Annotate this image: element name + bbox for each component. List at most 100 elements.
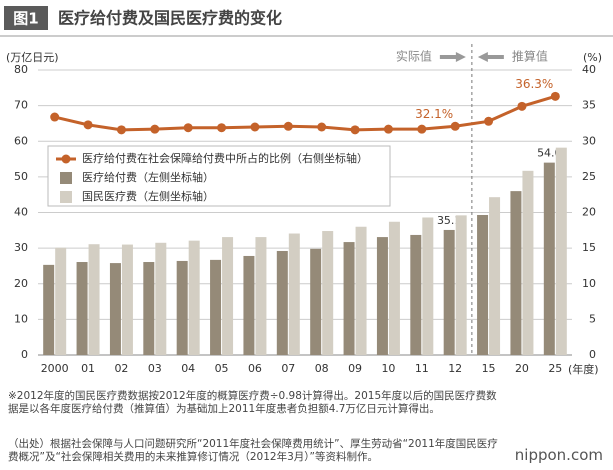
legend-box	[47, 145, 391, 207]
notes: ※2012年度的国民医疗费数据按2012年度的概算医疗费÷0.98计算得出。20…	[8, 390, 497, 415]
bar	[55, 247, 67, 355]
bar	[489, 197, 501, 355]
bar	[355, 226, 367, 355]
y-tick-label: 40	[14, 206, 28, 219]
y2-axis-label: (%)	[583, 51, 602, 64]
bar	[288, 233, 300, 355]
bar	[155, 242, 167, 355]
arrow	[439, 52, 466, 62]
bar	[322, 231, 334, 355]
y2-tick-label: 0	[589, 348, 596, 361]
bar	[76, 262, 88, 355]
line-marker	[116, 125, 126, 135]
bar	[88, 244, 100, 355]
y2-tick-label: 35	[582, 99, 596, 112]
bar	[343, 242, 355, 355]
title-tag-box	[4, 6, 48, 30]
arrow	[477, 52, 504, 62]
y-tick-label: 60	[14, 134, 28, 147]
x-tick-label: 03	[148, 362, 162, 375]
bar	[210, 259, 222, 355]
bar	[443, 229, 455, 355]
x-axis-label: (年度)	[568, 362, 599, 376]
annotation: 推算值	[512, 49, 548, 64]
line-marker	[317, 122, 327, 132]
line-marker	[450, 121, 460, 131]
bar	[455, 215, 467, 355]
y-tick-label: 0	[21, 348, 28, 361]
bar	[143, 262, 155, 355]
line-marker	[550, 91, 560, 101]
x-tick-label: 05	[215, 362, 229, 375]
bar	[388, 221, 400, 355]
y-tick-label: 20	[14, 277, 28, 290]
x-tick-label: 10	[381, 362, 395, 375]
x-tick-label: 25	[548, 362, 562, 375]
y2-tick-label: 40	[582, 63, 596, 76]
x-tick-label: 11	[415, 362, 429, 375]
bar	[188, 240, 200, 355]
bar	[555, 147, 567, 355]
line-marker	[484, 116, 494, 126]
y2-tick-label: 20	[582, 206, 596, 219]
title-tag: 图1	[13, 10, 38, 28]
y2-tick-label: 10	[582, 277, 596, 290]
bar	[310, 248, 322, 355]
legend-label: 国民医疗费（左侧坐标轴）	[82, 189, 214, 203]
x-tick-label: 01	[81, 362, 95, 375]
line-marker	[250, 122, 260, 132]
y-tick-label: 30	[14, 241, 28, 254]
x-tick-label: 12	[448, 362, 462, 375]
y2-tick-label: 15	[582, 241, 596, 254]
y-tick-label: 10	[14, 312, 28, 325]
bar	[176, 260, 188, 355]
line-marker	[383, 124, 393, 134]
bar	[222, 237, 234, 355]
line	[54, 94, 556, 132]
x-tick-label: 15	[482, 362, 496, 375]
bar	[255, 237, 267, 355]
line-marker	[83, 120, 93, 130]
legend-swatch	[61, 154, 71, 164]
bar	[121, 244, 133, 355]
x-tick-label: 07	[281, 362, 295, 375]
line-marker	[50, 112, 60, 122]
y-tick-label: 50	[14, 170, 28, 183]
x-tick-label: 20	[515, 362, 529, 375]
x-tick-label: 02	[114, 362, 128, 375]
y2-tick-label: 30	[582, 134, 596, 147]
line-marker	[150, 124, 160, 134]
logo: nippon.com	[514, 446, 603, 464]
line-marker	[517, 101, 527, 111]
y-axis-label: (万亿日元)	[6, 51, 59, 64]
value-label: 36.3%	[515, 77, 553, 91]
value-label: 54.0	[537, 147, 562, 160]
x-tick-label: 04	[181, 362, 195, 375]
line-marker	[350, 125, 360, 135]
x-tick-label: 08	[315, 362, 329, 375]
value-label: 32.1%	[415, 107, 453, 121]
line-marker	[183, 123, 193, 133]
bar	[43, 264, 55, 355]
bar	[543, 162, 555, 355]
x-tick-label: 2000	[41, 362, 69, 375]
bar	[522, 170, 534, 355]
bar	[422, 217, 434, 355]
line-marker	[417, 124, 427, 134]
bar	[276, 250, 288, 355]
y-tick-label: 70	[14, 99, 28, 112]
line-marker	[217, 123, 227, 133]
bar	[410, 234, 422, 355]
chart: 图1 医疗给付费及国民医疗费的变化 (万亿日元) (%) (年度) 010203…	[0, 6, 613, 376]
y2-tick-label: 25	[582, 170, 596, 183]
legend-label: 医疗给付费（左侧坐标轴）	[82, 170, 214, 184]
legend-label: 医疗给付费在社会保障给付费中所占的比例（右侧坐标轴）	[82, 151, 368, 165]
line-marker	[283, 121, 293, 131]
legend-swatch	[60, 191, 72, 203]
bar	[477, 214, 489, 355]
source: （出处）根据社会保障与人口问题研究所“2011年度社会保障费用统计”、厚生劳动省…	[8, 438, 498, 463]
bar	[243, 255, 255, 355]
value-label: 35.1	[437, 214, 462, 227]
legend-swatch	[60, 172, 72, 184]
